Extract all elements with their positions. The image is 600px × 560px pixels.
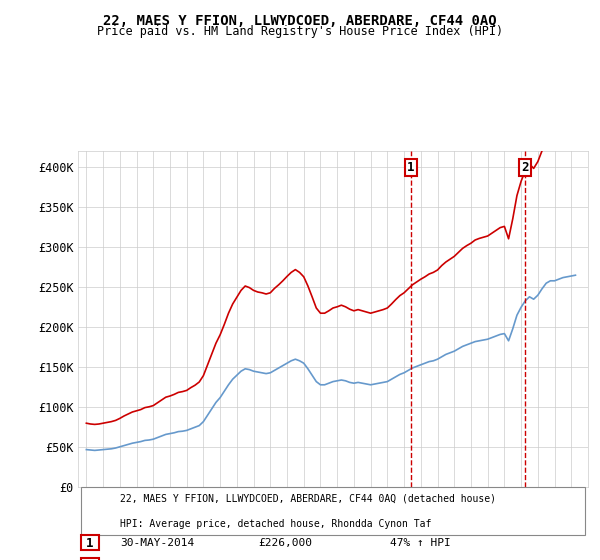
Text: 22, MAES Y FFION, LLWYDCOED, ABERDARE, CF44 0AQ (detached house): 22, MAES Y FFION, LLWYDCOED, ABERDARE, C… [120,493,496,503]
Text: 1: 1 [407,161,415,174]
Text: £226,000: £226,000 [258,538,312,548]
Text: 47% ↑ HPI: 47% ↑ HPI [390,538,451,548]
Text: Price paid vs. HM Land Registry's House Price Index (HPI): Price paid vs. HM Land Registry's House … [97,25,503,38]
Text: 22, MAES Y FFION, LLWYDCOED, ABERDARE, CF44 0AQ (detached house): 22, MAES Y FFION, LLWYDCOED, ABERDARE, C… [120,493,496,503]
Text: HPI: Average price, detached house, Rhondda Cynon Taf: HPI: Average price, detached house, Rhon… [120,519,431,529]
Text: 22, MAES Y FFION, LLWYDCOED, ABERDARE, CF44 0AQ: 22, MAES Y FFION, LLWYDCOED, ABERDARE, C… [103,14,497,28]
Text: 2: 2 [521,161,529,174]
Text: 1: 1 [86,536,94,550]
Text: 2: 2 [86,559,94,560]
Text: HPI: Average price, detached house, Rhondda Cynon Taf: HPI: Average price, detached house, Rhon… [120,519,431,529]
Text: 30-MAY-2014: 30-MAY-2014 [120,538,194,548]
